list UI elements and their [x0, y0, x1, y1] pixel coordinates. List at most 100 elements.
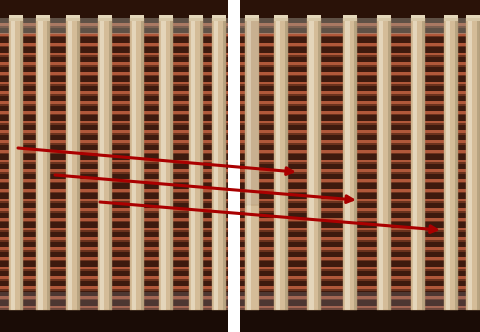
Bar — [343, 15, 358, 18]
Bar — [0, 222, 228, 228]
Bar — [0, 208, 228, 211]
Bar — [0, 169, 228, 172]
Bar — [212, 15, 226, 21]
Bar — [466, 18, 480, 310]
Bar — [109, 18, 112, 310]
Bar — [240, 133, 480, 135]
Bar — [100, 18, 104, 310]
Bar — [240, 228, 480, 230]
Bar — [0, 18, 228, 23]
Bar — [240, 72, 480, 75]
Bar — [240, 281, 480, 286]
Bar — [0, 292, 228, 310]
Bar — [240, 169, 480, 172]
Bar — [0, 203, 228, 208]
Bar — [240, 18, 480, 34]
Bar — [285, 18, 288, 310]
Bar — [240, 192, 480, 193]
Bar — [466, 15, 480, 18]
Bar — [20, 18, 23, 310]
Bar — [240, 160, 480, 162]
Bar — [240, 45, 480, 47]
Bar — [240, 199, 480, 201]
Bar — [240, 140, 480, 143]
Bar — [388, 18, 391, 310]
Bar — [0, 23, 228, 26]
Bar — [0, 84, 228, 86]
Bar — [0, 271, 228, 277]
Bar — [240, 232, 480, 237]
Bar — [0, 154, 228, 160]
Bar — [240, 300, 480, 306]
Bar — [36, 15, 50, 21]
Bar — [9, 15, 23, 21]
Bar — [240, 86, 480, 92]
Bar — [240, 211, 480, 213]
Bar — [0, 133, 228, 135]
Bar — [274, 15, 288, 18]
Bar — [189, 15, 203, 18]
Bar — [0, 0, 228, 18]
Bar — [413, 18, 417, 310]
Bar — [0, 72, 228, 75]
Bar — [240, 271, 480, 277]
Bar — [240, 269, 480, 271]
Bar — [444, 15, 458, 21]
Bar — [240, 182, 480, 184]
Bar — [240, 57, 480, 62]
Bar — [240, 260, 480, 261]
Bar — [240, 306, 480, 308]
Bar — [240, 82, 480, 84]
Bar — [240, 277, 480, 279]
Bar — [0, 86, 228, 92]
Bar — [245, 15, 259, 21]
Bar — [9, 15, 23, 18]
Bar — [159, 18, 173, 310]
Bar — [0, 201, 228, 203]
Bar — [245, 205, 259, 310]
Bar — [240, 47, 480, 52]
Bar — [240, 290, 480, 296]
Bar — [0, 232, 228, 237]
Bar — [161, 18, 166, 310]
Bar — [0, 130, 228, 133]
Bar — [466, 15, 480, 21]
Bar — [240, 247, 480, 250]
Bar — [377, 15, 391, 21]
Bar — [0, 296, 228, 298]
Bar — [48, 18, 50, 310]
Bar — [0, 94, 228, 96]
Bar — [0, 114, 228, 115]
Bar — [240, 38, 480, 43]
Bar — [245, 18, 259, 205]
Bar — [9, 18, 23, 310]
Bar — [11, 18, 15, 310]
Bar — [66, 15, 80, 21]
Bar — [0, 172, 228, 174]
Bar — [240, 279, 480, 281]
Bar — [0, 192, 228, 193]
Bar — [0, 28, 228, 33]
Bar — [0, 260, 228, 261]
Bar — [0, 153, 228, 154]
Bar — [240, 261, 480, 267]
Bar — [0, 286, 228, 289]
Bar — [0, 144, 228, 150]
Bar — [240, 75, 480, 76]
Bar — [307, 15, 322, 18]
Bar — [0, 140, 228, 143]
Bar — [0, 115, 228, 121]
Bar — [0, 250, 228, 252]
Bar — [130, 18, 144, 310]
Bar — [68, 18, 72, 310]
Bar — [0, 247, 228, 250]
Bar — [0, 43, 228, 45]
Bar — [240, 221, 480, 222]
Bar — [66, 15, 80, 18]
Bar — [0, 38, 228, 43]
Bar — [130, 15, 144, 18]
Bar — [66, 18, 80, 310]
Bar — [228, 0, 240, 332]
Bar — [240, 172, 480, 174]
Bar — [240, 143, 480, 144]
